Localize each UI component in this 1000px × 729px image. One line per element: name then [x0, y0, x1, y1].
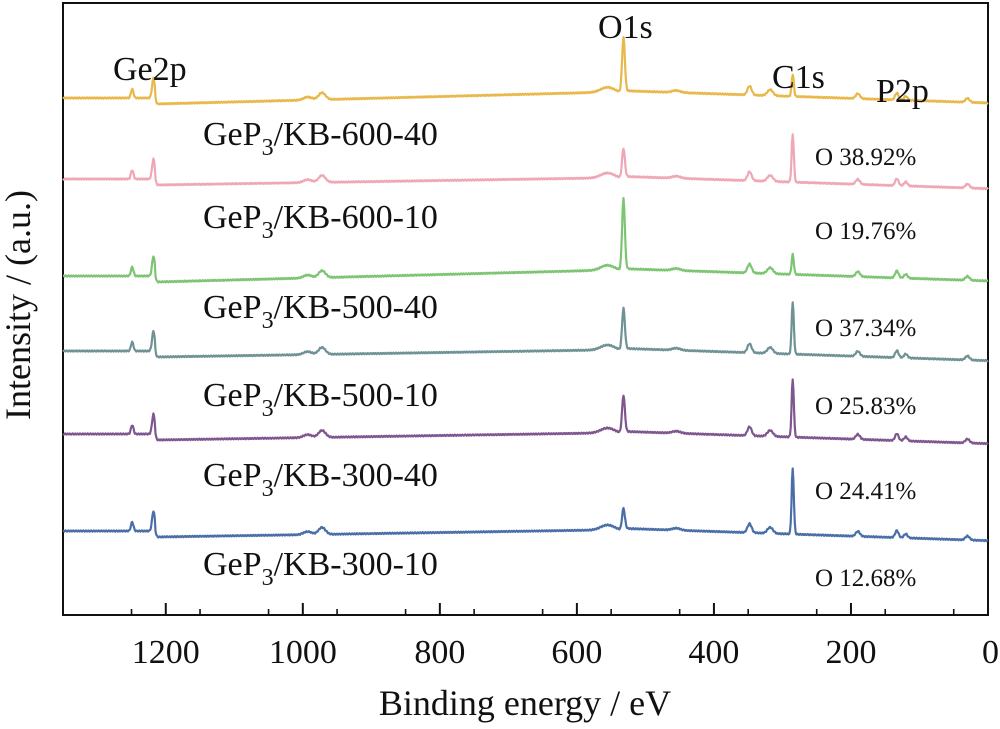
- oxygen-content-label: O 12.68%: [815, 565, 916, 592]
- oxygen-content-label: O 38.92%: [815, 144, 916, 171]
- series-line: [62, 36, 989, 106]
- series-label-sub: 3: [262, 565, 274, 591]
- minor-ticks: [130, 609, 955, 615]
- series-label-sub: 3: [262, 396, 274, 422]
- series-label-main: GeP: [203, 116, 262, 153]
- series-line: [62, 378, 989, 446]
- x-tick-label: 1200: [132, 634, 200, 671]
- x-tick-label: 1000: [269, 634, 337, 671]
- peak-labels: Ge2p O1s C1s P2p: [113, 9, 929, 110]
- x-tick-label: 0: [982, 634, 999, 671]
- peak-label: C1s: [772, 59, 825, 96]
- peak-label: Ge2p: [113, 51, 187, 88]
- y-axis-title: Intensity / (a.u.): [0, 190, 38, 420]
- x-tick-label: 400: [688, 634, 739, 671]
- series-label-rest: /KB-300-40: [274, 457, 438, 494]
- oxygen-content-label: O 24.41%: [815, 478, 916, 505]
- series-labels: GeP3/KB-600-40GeP3/KB-600-10GeP3/KB-500-…: [203, 116, 438, 591]
- x-tick-label: 600: [551, 634, 602, 671]
- peak-label: O1s: [598, 9, 653, 46]
- plot-frame: [62, 2, 989, 616]
- series-label: GeP3/KB-500-10: [203, 377, 438, 422]
- series-label-sub: 3: [262, 135, 274, 161]
- series-label: GeP3/KB-300-40: [203, 457, 438, 502]
- series-line: [62, 133, 989, 191]
- series-line: [62, 197, 989, 284]
- series-label-sub: 3: [262, 308, 274, 334]
- oxygen-content-label: O 19.76%: [815, 218, 916, 245]
- series-label-main: GeP: [203, 289, 262, 326]
- major-ticks: [164, 603, 989, 615]
- series-lines: [62, 36, 989, 543]
- series-label-rest: /KB-600-40: [274, 116, 438, 153]
- series-label-rest: /KB-600-10: [274, 199, 438, 236]
- oxygen-content-label: O 37.34%: [815, 315, 916, 342]
- series-label-rest: /KB-500-40: [274, 289, 438, 326]
- series-label-main: GeP: [203, 457, 262, 494]
- series-label-main: GeP: [203, 199, 262, 236]
- oxygen-labels: O 38.92% O 19.76% O 37.34% O 25.83% O 24.41%…: [815, 144, 916, 592]
- series-label: GeP3/KB-500-40: [203, 289, 438, 334]
- series-label-main: GeP: [203, 377, 262, 414]
- series-label-main: GeP: [203, 546, 262, 583]
- series-label-sub: 3: [262, 218, 274, 244]
- x-tick-label: 800: [414, 634, 465, 671]
- series-label: GeP3/KB-600-10: [203, 199, 438, 244]
- series-line: [62, 467, 989, 543]
- x-tick-label: 200: [825, 634, 876, 671]
- series-line: [62, 301, 989, 363]
- series-label-rest: /KB-300-10: [274, 546, 438, 583]
- x-axis-title: Binding energy / eV: [379, 683, 671, 723]
- series-label-sub: 3: [262, 476, 274, 502]
- series-label: GeP3/KB-300-10: [203, 546, 438, 591]
- oxygen-content-label: O 25.83%: [815, 393, 916, 420]
- series-label: GeP3/KB-600-40: [203, 116, 438, 161]
- peak-label: P2p: [876, 73, 929, 110]
- series-label-rest: /KB-500-10: [274, 377, 438, 414]
- x-tick-labels: 1200 1000 800 600 400 200 0: [132, 634, 999, 671]
